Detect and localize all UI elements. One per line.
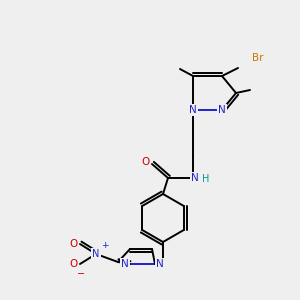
Text: N: N: [189, 105, 197, 115]
Text: N: N: [92, 249, 100, 259]
Text: N: N: [156, 259, 164, 269]
Text: Br: Br: [252, 53, 264, 63]
Text: H: H: [202, 174, 210, 184]
Text: N: N: [121, 259, 129, 269]
Text: O: O: [142, 157, 150, 167]
Text: −: −: [77, 269, 85, 279]
Text: O: O: [69, 259, 77, 269]
Text: +: +: [101, 242, 109, 250]
Text: N: N: [218, 105, 226, 115]
Text: O: O: [69, 239, 77, 249]
Text: N: N: [191, 173, 199, 183]
